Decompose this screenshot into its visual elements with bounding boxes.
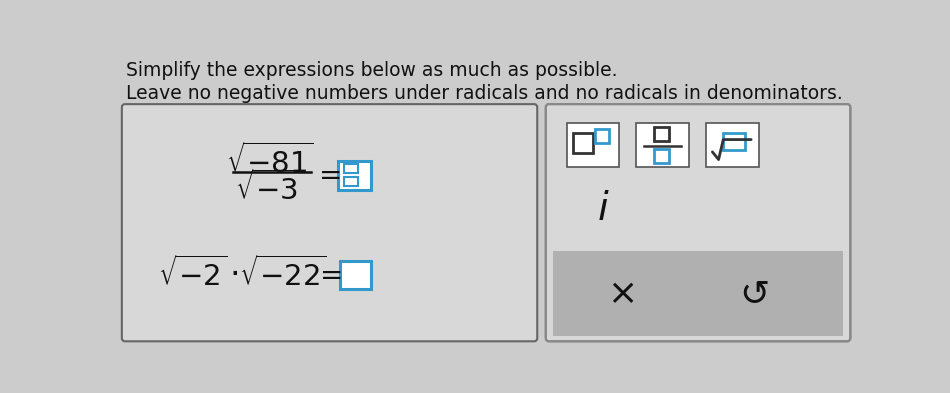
Bar [654,149,669,163]
Text: $=$: $=$ [314,260,342,288]
Bar [573,133,593,153]
Bar [338,161,370,190]
FancyBboxPatch shape [546,104,850,341]
Bar [553,251,844,336]
Bar [567,123,619,167]
Text: $\sqrt{-3}$: $\sqrt{-3}$ [236,170,304,206]
Bar [595,129,609,143]
FancyBboxPatch shape [122,104,538,341]
Text: $\sqrt{-22}$: $\sqrt{-22}$ [239,256,327,292]
Text: Simplify the expressions below as much as possible.: Simplify the expressions below as much a… [126,61,618,80]
Text: $\times$: $\times$ [607,277,635,310]
Text: $i$: $i$ [597,190,610,228]
Text: $\sqrt{-81}$: $\sqrt{-81}$ [226,143,314,179]
Bar [344,176,358,186]
Text: $\sqrt{-2}$: $\sqrt{-2}$ [158,256,227,292]
Bar [340,261,370,289]
Bar [654,127,669,141]
Text: $\cdot$: $\cdot$ [229,256,238,289]
Text: $=$: $=$ [313,160,340,188]
Bar [706,123,759,167]
Text: Leave no negative numbers under radicals and no radicals in denominators.: Leave no negative numbers under radicals… [126,84,844,103]
Bar [723,133,745,151]
Bar [344,164,358,173]
Bar [636,123,689,167]
Text: ↺: ↺ [739,277,770,310]
